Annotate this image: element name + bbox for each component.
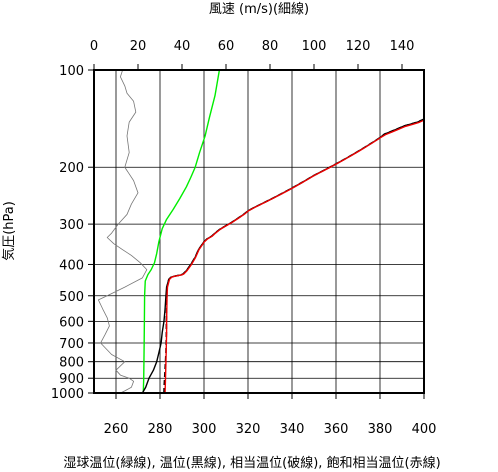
y-tick-label: 1000: [51, 387, 84, 402]
x-bottom-tick-label: 300: [192, 422, 217, 437]
x-bottom-tick-label: 260: [104, 422, 129, 437]
y-tick-label: 400: [59, 258, 84, 273]
y-tick-label: 600: [59, 315, 84, 330]
top-axis-title: 風速 (m/s)(細線): [209, 1, 309, 17]
series-line-saturated-equivalent-potential-temperature: [164, 119, 425, 394]
x-top-tick-label: 120: [346, 39, 371, 54]
x-top-tick-label: 140: [390, 39, 415, 54]
y-tick-label: 200: [59, 161, 84, 176]
series-line-wet-bulb-potential-temperature: [142, 69, 221, 394]
series-line-wind-speed: [98, 69, 148, 394]
y-tick-label: 800: [59, 356, 84, 371]
x-top-tick-label: 40: [174, 39, 191, 54]
bottom-axis-title: 湿球温位(緑線), 温位(黒線), 相当温位(破線), 飽和相当温位(赤線): [63, 455, 440, 471]
x-bottom-tick-label: 280: [148, 422, 173, 437]
y-tick-label: 700: [59, 337, 84, 352]
x-bottom-tick-label: 360: [324, 422, 349, 437]
y-tick-label: 900: [59, 372, 84, 387]
series-layer: [98, 69, 425, 394]
series-line-equivalent-potential-temperature: [163, 118, 425, 394]
y-tick-label: 100: [59, 64, 84, 79]
x-bottom-tick-label: 380: [368, 422, 393, 437]
series-line-potential-temperature: [141, 118, 425, 394]
x-top-tick-label: 80: [262, 39, 279, 54]
y-tick-label: 500: [59, 290, 84, 305]
y-axis-title: 気圧(hPa): [1, 201, 17, 261]
x-top-tick-label: 60: [218, 39, 235, 54]
x-top-tick-label: 0: [90, 39, 98, 54]
y-tick-label: 300: [59, 218, 84, 233]
x-bottom-tick-label: 320: [236, 422, 261, 437]
x-bottom-tick-label: 400: [412, 422, 437, 437]
x-top-tick-label: 100: [302, 39, 327, 54]
plot-frame: [93, 69, 425, 394]
x-top-tick-label: 20: [130, 39, 147, 54]
ticks: [88, 64, 425, 399]
x-bottom-tick-label: 340: [280, 422, 305, 437]
